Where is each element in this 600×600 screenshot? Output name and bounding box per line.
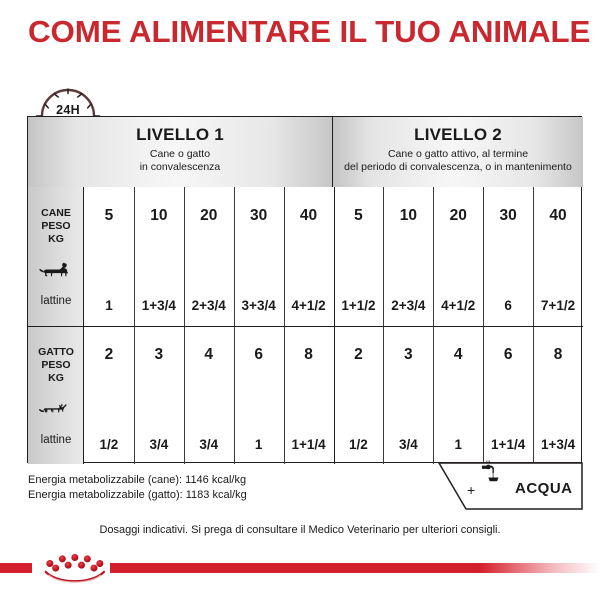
svg-text:24H: 24H — [56, 103, 80, 117]
svg-text:+: + — [467, 482, 475, 498]
svg-text:ACQUA: ACQUA — [515, 480, 573, 497]
